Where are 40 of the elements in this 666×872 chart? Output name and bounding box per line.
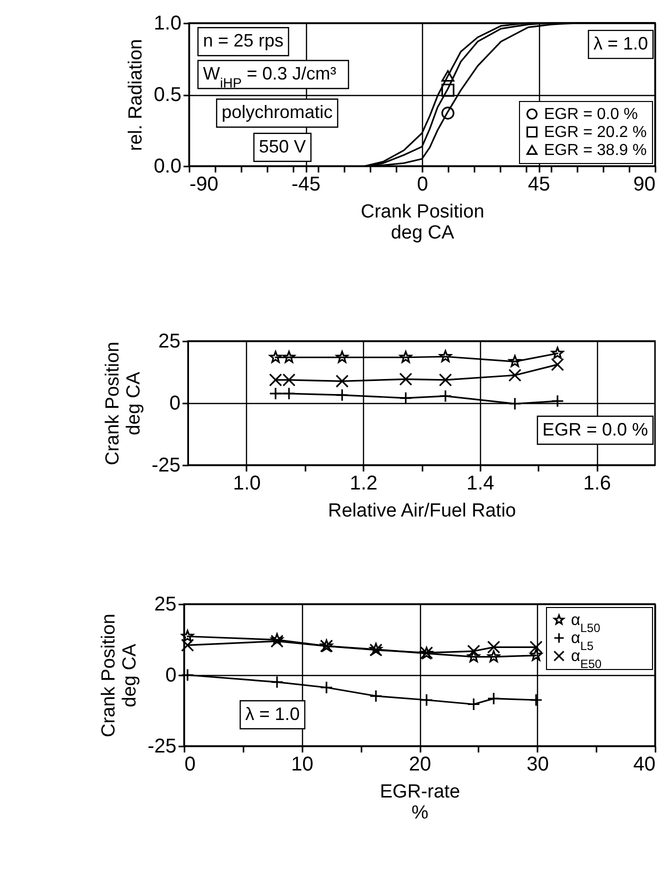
y-tick-label: 1.0	[154, 12, 182, 34]
x-tick-label: 1.4	[466, 472, 494, 494]
annotation: EGR = 0.0 %	[542, 419, 648, 440]
y-tick-label: 0.0	[154, 156, 182, 178]
y-tick-label: -25	[152, 454, 180, 476]
y-axis-title: Crank Position deg CA	[102, 342, 145, 466]
y-axis-title: rel. Radiation	[126, 39, 147, 151]
x-tick-label: 30	[526, 754, 549, 776]
x-tick-label: 10	[291, 754, 314, 776]
x-tick-label: -90	[190, 174, 218, 196]
x-tick-label: 40	[633, 754, 656, 776]
legend-label: EGR = 0.0 %	[544, 106, 638, 123]
x-tick-label: 0	[184, 754, 196, 776]
x-tick-label: 0	[416, 174, 428, 196]
legend-label: α$_{L50}$	[571, 612, 601, 635]
x-tick-label: 45	[528, 174, 550, 196]
y-axis-title: Crank Position deg CA	[98, 614, 141, 738]
annotation: polychromatic	[222, 102, 333, 122]
x-tick-label: 1.0	[232, 472, 261, 494]
annotation: 550 V	[258, 136, 306, 156]
annotation: λ = 1.0	[245, 704, 300, 724]
annotation: n = 25 rps	[202, 30, 284, 51]
y-tick-label: -25	[148, 736, 176, 758]
y-tick-label: 25	[158, 330, 180, 352]
x-axis-title: Crank Position deg CA	[360, 202, 484, 244]
y-tick-label: 25	[154, 594, 176, 616]
annotation: λ = 1.0	[593, 33, 648, 54]
legend-label: EGR = 20.2 %	[544, 124, 647, 141]
x-axis-title: Relative Air/Fuel Ratio	[328, 500, 516, 522]
x-tick-label: 90	[633, 174, 656, 196]
x-axis-title: EGR-rate %	[380, 782, 460, 824]
y-tick-label: 0.5	[154, 84, 182, 106]
x-tick-label: -45	[292, 174, 320, 196]
y-tick-label: 0	[169, 392, 180, 414]
y-tick-label: 0	[165, 664, 176, 686]
x-tick-label: 20	[408, 754, 432, 776]
x-tick-label: 1.2	[350, 472, 378, 494]
annotation: W$_{iHP}$ = 0.3 J/cm³	[202, 63, 336, 90]
legend-label: EGR = 38.9 %	[544, 142, 647, 159]
x-tick-label: 1.6	[583, 472, 612, 494]
